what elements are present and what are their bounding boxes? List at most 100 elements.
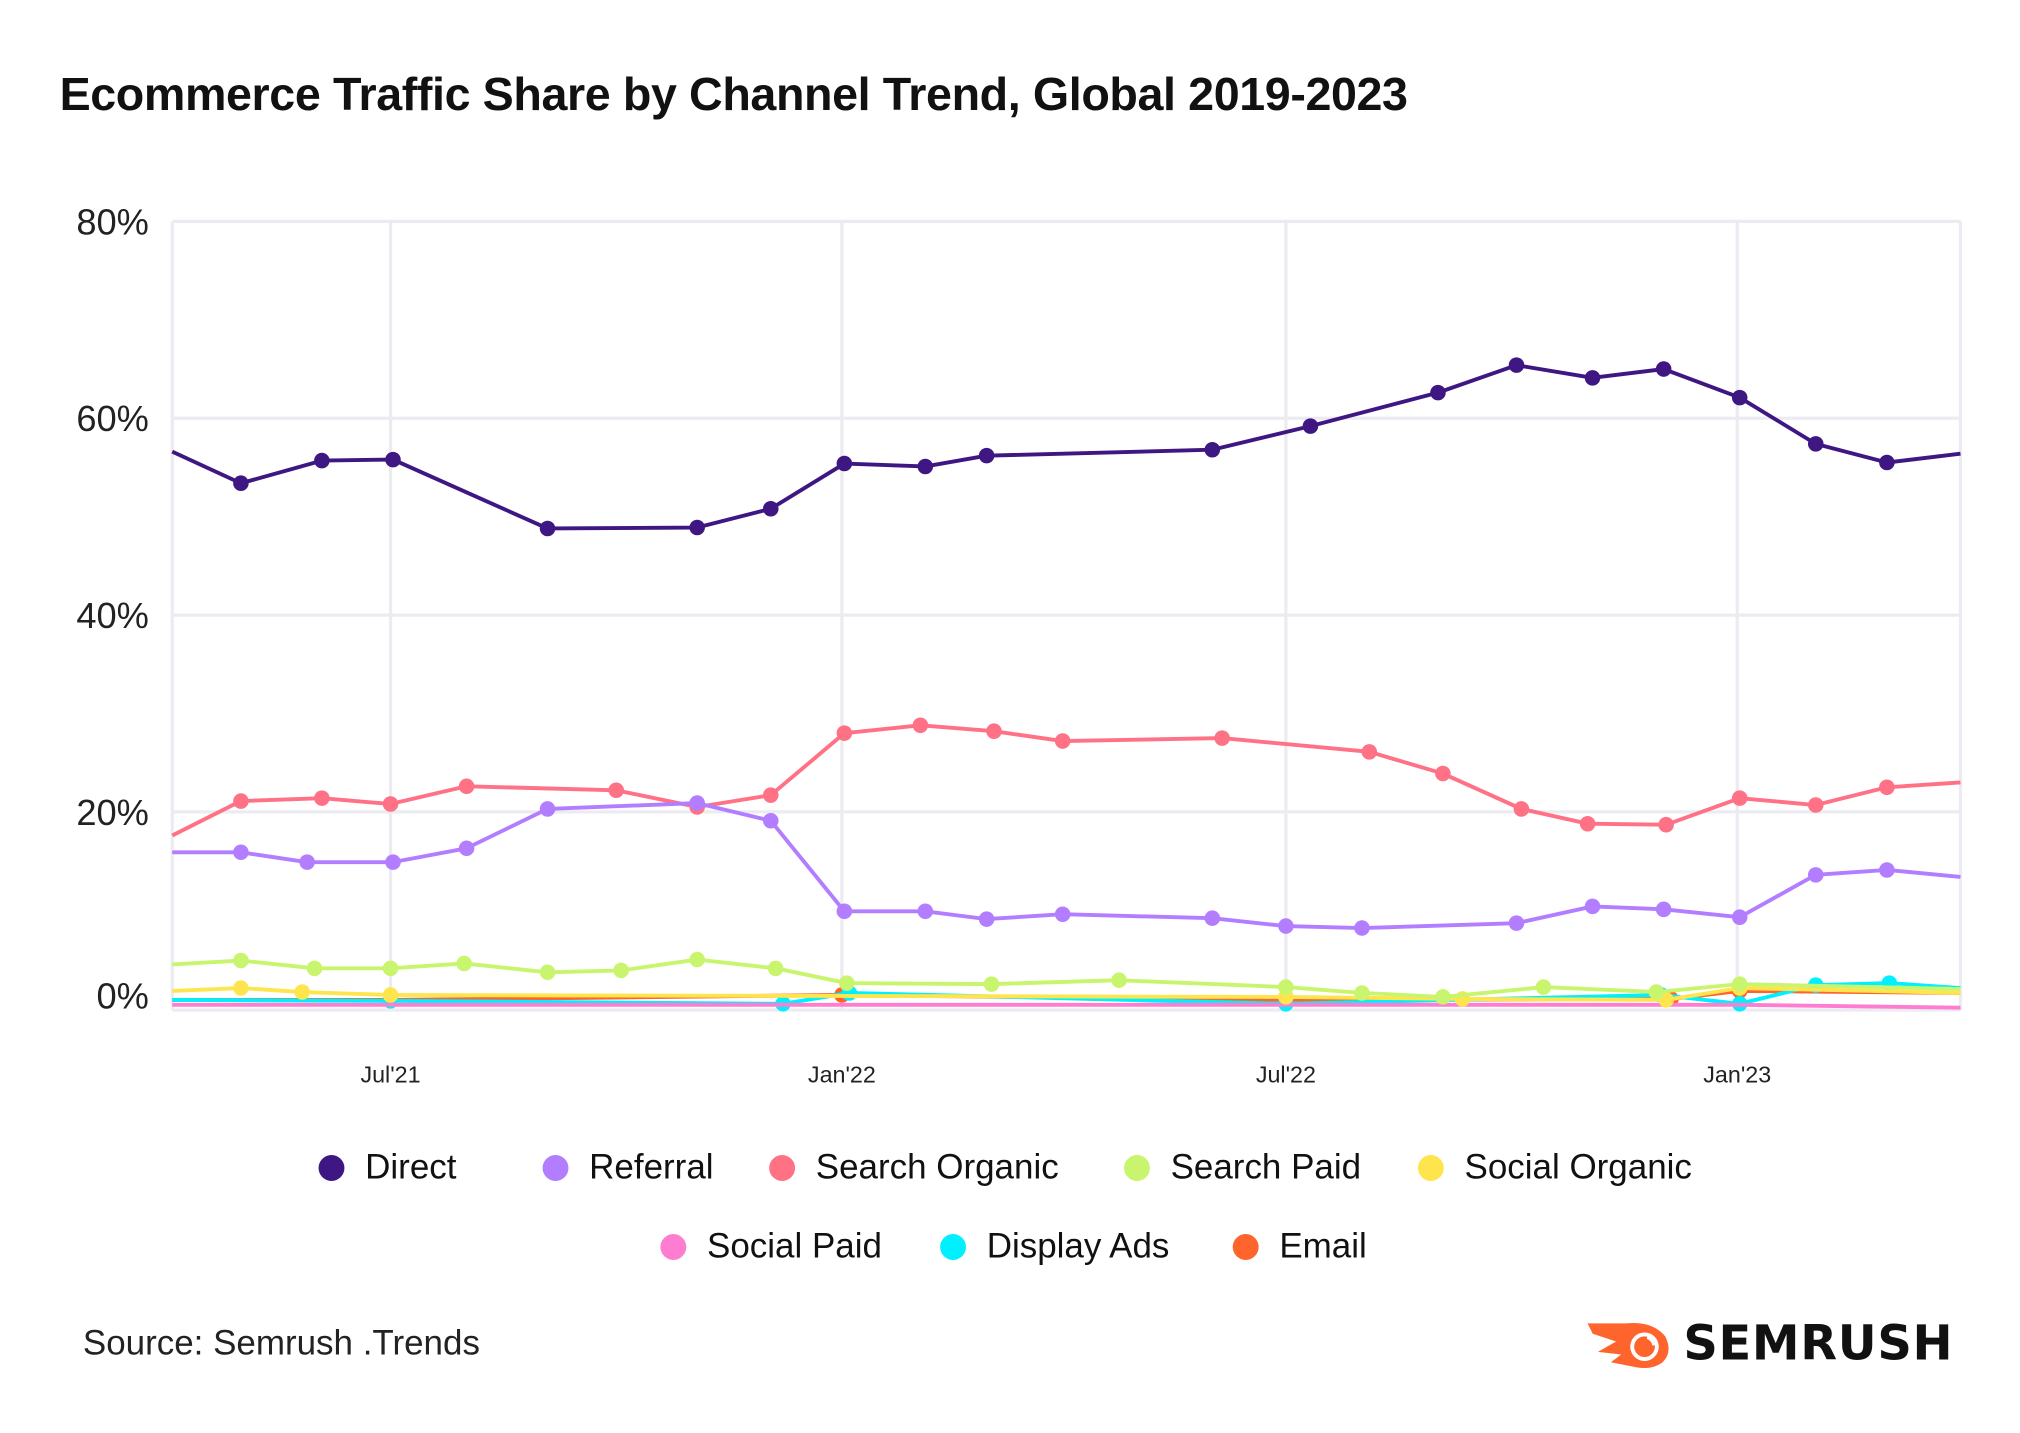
line-chart: 0% 20% 40% 60% 80% Jul'21 Jan'22 Jul'22 Jan'23	[76, 201, 1963, 1088]
y-tick-label: 40%	[76, 595, 149, 636]
legend-marker	[660, 1233, 687, 1260]
data-point	[978, 447, 995, 464]
data-point	[767, 960, 784, 977]
data-point	[1302, 418, 1319, 434]
series-line	[172, 801, 1961, 930]
legend-item-direct: Direct	[318, 1147, 543, 1187]
data-point	[1508, 357, 1525, 373]
data-point	[539, 801, 556, 817]
data-point	[917, 903, 934, 920]
series-line	[172, 957, 1961, 999]
semrush-logo: SEMRUSH	[1587, 1315, 1954, 1372]
data-point	[1731, 389, 1748, 406]
data-point	[1354, 985, 1370, 1001]
legend-marker	[318, 1154, 345, 1181]
data-point	[1584, 370, 1601, 386]
series-lines	[171, 357, 1961, 1012]
data-point	[1435, 765, 1451, 782]
data-point	[1535, 979, 1552, 995]
data-point	[456, 955, 472, 972]
x-tick-label: Jan'22	[808, 1062, 876, 1088]
data-point	[233, 844, 249, 861]
data-point	[233, 980, 249, 996]
data-point	[689, 951, 705, 968]
data-point	[382, 796, 399, 812]
data-point	[836, 903, 853, 920]
data-point	[1214, 730, 1230, 746]
legend-label: Social Paid	[707, 1226, 882, 1266]
legend-label: Email	[1279, 1226, 1367, 1266]
data-point	[539, 520, 556, 537]
data-point	[294, 984, 311, 1000]
data-point	[1658, 816, 1674, 833]
data-point	[458, 778, 475, 795]
y-tick-label: 20%	[76, 792, 149, 833]
data-point	[689, 795, 705, 811]
legend-marker	[1123, 1154, 1150, 1181]
legend-marker	[1232, 1233, 1259, 1260]
source-note: Source: Semrush .Trends	[82, 1323, 480, 1363]
logo-text: SEMRUSH	[1683, 1315, 1954, 1372]
series-search-paid	[172, 951, 1961, 1005]
data-point	[689, 519, 705, 536]
data-point	[314, 790, 330, 806]
y-axis-labels: 0% 20% 40% 60% 80%	[76, 201, 149, 1016]
data-point	[1807, 797, 1824, 813]
data-point	[1879, 779, 1895, 796]
series-search-organic	[171, 717, 1961, 838]
x-tick-label: Jul'21	[360, 1062, 420, 1088]
data-point	[382, 960, 399, 977]
data-point	[1807, 867, 1824, 883]
data-point	[1054, 733, 1071, 749]
data-point	[917, 458, 934, 475]
data-point	[1054, 906, 1071, 923]
data-point	[762, 501, 779, 517]
legend-row-1: Direct Referral Search Organic Search Pa…	[318, 1147, 1692, 1187]
data-point	[233, 952, 249, 969]
data-point	[762, 787, 779, 803]
series-social-paid	[172, 1002, 1961, 1010]
data-point	[1361, 744, 1378, 760]
legend-label: Referral	[589, 1147, 714, 1187]
data-point	[1584, 898, 1601, 915]
legend-label: Search Organic	[815, 1147, 1059, 1187]
data-point	[1508, 915, 1525, 931]
legend-label: Social Organic	[1464, 1147, 1692, 1187]
data-point	[1879, 862, 1895, 878]
series-line	[171, 363, 1961, 531]
chart-title: Ecommerce Traffic Share by Channel Trend…	[59, 67, 1408, 121]
data-point	[1731, 909, 1748, 925]
data-point	[1278, 918, 1294, 934]
legend-marker	[940, 1233, 966, 1260]
data-point	[1731, 976, 1748, 992]
data-point	[385, 854, 401, 870]
x-axis-labels: Jul'21 Jan'22 Jul'22 Jan'23	[360, 1062, 1771, 1088]
legend-item-search-paid: Search Paid	[1123, 1147, 1418, 1187]
legend-label: Display Ads	[986, 1226, 1170, 1266]
x-tick-label: Jul'22	[1256, 1062, 1316, 1088]
data-point	[1111, 972, 1127, 988]
y-tick-label: 80%	[76, 201, 149, 242]
series-line	[171, 723, 1961, 838]
data-point	[1430, 384, 1446, 401]
x-tick-label: Jan'23	[1703, 1062, 1771, 1088]
data-point	[1879, 454, 1895, 471]
legend-item-social-organic: Social Organic	[1417, 1147, 1692, 1187]
data-point	[836, 455, 853, 472]
legend-marker	[1417, 1154, 1444, 1181]
data-point	[314, 452, 330, 469]
y-tick-label: 60%	[76, 398, 149, 439]
data-point	[608, 782, 624, 799]
data-point	[539, 964, 556, 981]
data-point	[1655, 361, 1672, 377]
data-point	[458, 840, 475, 857]
legend-item-social-paid: Social Paid	[660, 1226, 940, 1266]
data-point	[233, 475, 249, 491]
data-point	[912, 717, 929, 734]
data-point	[233, 793, 249, 809]
legend-row-2: Social Paid Display Ads Email	[660, 1226, 1367, 1266]
gridlines	[170, 219, 1963, 1012]
legend-item-referral: Referral	[542, 1147, 770, 1187]
data-point	[382, 987, 399, 1003]
